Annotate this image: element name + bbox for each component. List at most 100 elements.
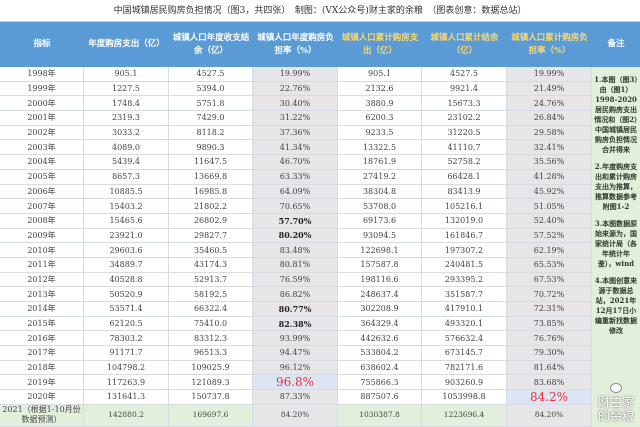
table-body: 1998年 905.1 4527.5 19.99% 905.1 4527.5 19.99% 1…: [0, 67, 592, 427]
table-cell: 673145.7: [422, 346, 507, 360]
table-cell: 38304.8: [338, 184, 422, 199]
table-cell: 905.1: [84, 67, 169, 81]
row-label: 2010年: [0, 243, 84, 257]
notes-column: 1.本图（图3）由（图1）1998-2020居民购房支出情况和（图2）中国城镇居…: [592, 67, 640, 427]
table-cell: 62120.5: [84, 316, 169, 331]
table-cell: 50520.9: [84, 287, 169, 301]
table-cell: 52.40%: [507, 213, 592, 228]
table-cell: 81.64%: [507, 360, 592, 375]
table-cell: 142880.2: [84, 404, 169, 426]
table-cell: 70.72%: [507, 287, 592, 301]
table-cell: 493320.1: [422, 316, 507, 331]
table-cell: 84.20%: [507, 404, 592, 426]
watermark-text: 财主家的余粮: [597, 395, 634, 423]
table-cell: 51.05%: [507, 199, 592, 213]
note-1: 1.本图（图3）由（图1）1998-2020居民购房支出情况和（图2）中国城镇居…: [594, 75, 638, 154]
table-cell: 87.33%: [253, 390, 338, 404]
table-row: 2021（根据1-10月份数据预测） 142880.2 169697.6 84.20%…: [0, 404, 592, 427]
note-2: 2.年度购房支出和累计购房支出为推算，推算数据参考附图1-2: [594, 162, 638, 211]
header-cell: 城镇人口累计结余（亿）: [430, 32, 499, 56]
table-cell: 53708.0: [338, 199, 422, 213]
table-cell: 45.92%: [507, 184, 592, 199]
table-cell: 638602.4: [338, 360, 422, 375]
table-cell: 41110.7: [422, 140, 507, 155]
table-cell: 364329.4: [338, 316, 422, 331]
table-cell: 109025.9: [169, 360, 253, 375]
table-cell: 1227.5: [84, 81, 169, 96]
table-cell: 104798.2: [84, 360, 169, 375]
row-label: 2001年: [0, 111, 84, 125]
table-cell: 63.33%: [253, 169, 338, 184]
table-row: 2004年 5439.4 11647.5 46.70% 18761.9 52758.2 35…: [0, 155, 592, 170]
header-cell: 城镇人口年度收支结余（亿）: [172, 32, 250, 56]
table-row: 1999年 1227.5 5394.0 22.76% 2132.6 9921.4 21.49…: [0, 81, 592, 97]
table-cell: 132019.0: [422, 213, 507, 228]
table-row: 2014年 53571.4 66322.4 80.77% 302208.9 417910.…: [0, 302, 592, 317]
table-cell: 4527.5: [422, 67, 507, 81]
table-cell: 1030387.8: [338, 404, 422, 426]
table-cell: 23102.2: [422, 111, 507, 125]
row-label: 2019年: [0, 375, 84, 390]
table-cell: 41.34%: [253, 140, 338, 155]
table-row: 2019年 117263.9 121089.3 96.8% 755866.3 903260…: [0, 375, 592, 391]
table-cell: 19.99%: [507, 67, 592, 81]
table-cell: 29827.7: [169, 228, 253, 243]
table-cell: 72.31%: [507, 302, 592, 316]
table-cell: 240481.5: [422, 257, 507, 272]
table-cell: 293395.2: [422, 272, 507, 287]
header-cell: 城镇人口累计购房支出（亿）: [341, 32, 419, 56]
wechat-icon: [610, 383, 622, 393]
table-cell: 83.68%: [507, 375, 592, 390]
table-row: 2015年 62120.5 75410.0 82.38% 364329.4 493320.…: [0, 316, 592, 332]
table-cell: 57.52%: [507, 228, 592, 243]
table-cell: 442632.6: [338, 331, 422, 346]
row-label: 2012年: [0, 272, 84, 287]
table-cell: 121089.3: [169, 375, 253, 390]
table-cell: 782171.6: [422, 360, 507, 375]
row-label: 2005年: [0, 169, 84, 184]
header-cell: 城镇人口累计购房负担率（%）: [511, 32, 588, 56]
table-cell: 1748.4: [84, 96, 169, 111]
table-cell: 57.70%: [253, 213, 338, 228]
table-cell: 15465.6: [84, 213, 169, 228]
table-cell: 198116.6: [338, 272, 422, 287]
table-cell: 70.65%: [253, 199, 338, 213]
table-cell: 122698.1: [338, 243, 422, 257]
row-label: 1998年: [0, 67, 84, 81]
header-cell: 城镇人口年度购房负担率（%）: [257, 32, 334, 56]
table-cell: 76.76%: [507, 331, 592, 346]
table-cell: 302208.9: [338, 302, 422, 316]
table-cell: 79.30%: [507, 346, 592, 360]
table-cell: 26802.9: [169, 213, 253, 228]
table-cell: 417910.1: [422, 302, 507, 316]
note-3: 3.本图数据原始来源为，国家统计局（各年统计年鉴），wind: [594, 219, 638, 268]
row-label: 2016年: [0, 331, 84, 346]
table-cell: 161846.7: [422, 228, 507, 243]
table-cell: 11647.5: [169, 155, 253, 169]
table-row: 2008年 15465.6 26802.9 57.70% 69173.6 132019.0…: [0, 213, 592, 229]
table-cell: 43174.3: [169, 257, 253, 272]
header-cell: 备注: [607, 39, 625, 49]
table-row: 2013年 50520.9 58192.5 86.82% 248637.4 351587.…: [0, 287, 592, 302]
table-cell: 4527.5: [169, 67, 253, 81]
table-cell: 29603.6: [84, 243, 169, 257]
table-row: 2011年 34889.7 43174.3 80.81% 157587.8 240481.…: [0, 257, 592, 273]
table-cell: 533804.2: [338, 346, 422, 360]
table-cell: 1053998.8: [422, 390, 507, 404]
table-row: 1998年 905.1 4527.5 19.99% 905.1 4527.5 19.99%: [0, 67, 592, 82]
row-label: 2007年: [0, 199, 84, 213]
header-cell: 指标: [33, 39, 51, 49]
table-cell: 197307.2: [422, 243, 507, 257]
row-label: 2015年: [0, 316, 84, 331]
table-row: 2005年 8657.3 13669.8 63.33% 27419.2 66428.1 41…: [0, 169, 592, 185]
table-row: 2000年 1748.4 5751.8 30.40% 3880.9 15673.3 24.7…: [0, 96, 592, 112]
table-cell: 248637.4: [338, 287, 422, 301]
table-cell: 27419.2: [338, 169, 422, 184]
row-label: 2021（根据1-10月份数据预测）: [0, 404, 84, 426]
table-cell: 30.40%: [253, 96, 338, 111]
table-cell: 65.53%: [507, 257, 592, 272]
table-row: 2018年 104798.2 109025.9 96.12% 638602.4 78217…: [0, 360, 592, 376]
table-cell: 86.82%: [253, 287, 338, 301]
table-cell: 35460.5: [169, 243, 253, 257]
row-label: 2013年: [0, 287, 84, 301]
